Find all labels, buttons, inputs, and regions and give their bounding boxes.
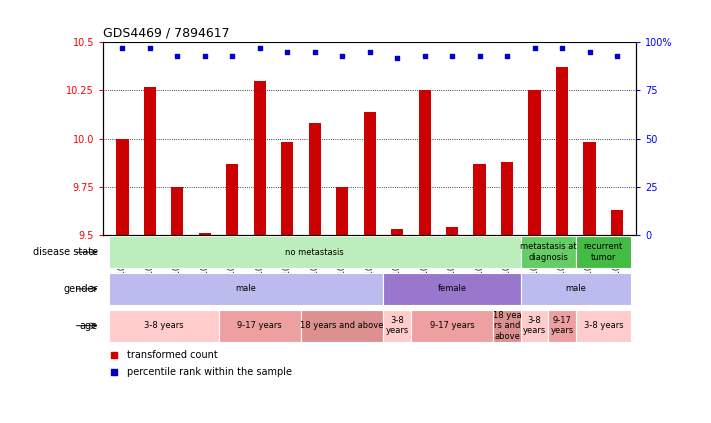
Bar bbox=[383, 273, 521, 305]
Text: 3-8
years: 3-8 years bbox=[385, 316, 409, 335]
Text: GDS4469 / 7894617: GDS4469 / 7894617 bbox=[103, 27, 230, 40]
Bar bbox=[363, 112, 376, 235]
Bar bbox=[548, 310, 576, 342]
Bar bbox=[446, 227, 459, 235]
Bar bbox=[556, 67, 568, 235]
Bar bbox=[584, 143, 596, 235]
Bar bbox=[109, 310, 218, 342]
Point bbox=[501, 52, 513, 59]
Text: disease state: disease state bbox=[33, 247, 98, 257]
Text: gender: gender bbox=[63, 284, 98, 294]
Point bbox=[144, 45, 156, 52]
Bar bbox=[419, 91, 431, 235]
Point bbox=[117, 45, 128, 52]
Point bbox=[584, 49, 595, 55]
Text: female: female bbox=[437, 284, 466, 294]
Bar bbox=[254, 81, 266, 235]
Point bbox=[392, 54, 403, 61]
Bar bbox=[109, 236, 521, 268]
Bar bbox=[144, 87, 156, 235]
Bar bbox=[336, 187, 348, 235]
Bar bbox=[528, 91, 541, 235]
Text: metastasis at
diagnosis: metastasis at diagnosis bbox=[520, 242, 577, 262]
Bar bbox=[116, 138, 129, 235]
Point bbox=[611, 52, 623, 59]
Text: 9-17 years: 9-17 years bbox=[237, 321, 282, 330]
Point bbox=[108, 351, 119, 358]
Text: 3-8 years: 3-8 years bbox=[144, 321, 183, 330]
Bar bbox=[576, 236, 631, 268]
Bar bbox=[576, 310, 631, 342]
Text: male: male bbox=[235, 284, 257, 294]
Bar bbox=[171, 187, 183, 235]
Point bbox=[419, 52, 430, 59]
Bar bbox=[521, 236, 576, 268]
Point bbox=[557, 45, 568, 52]
Text: transformed count: transformed count bbox=[127, 350, 218, 360]
Point bbox=[282, 49, 293, 55]
Bar bbox=[309, 123, 321, 235]
Point bbox=[227, 52, 238, 59]
Point bbox=[447, 52, 458, 59]
Point bbox=[171, 52, 183, 59]
Bar bbox=[521, 273, 631, 305]
Bar bbox=[493, 310, 521, 342]
Text: percentile rank within the sample: percentile rank within the sample bbox=[127, 367, 292, 377]
Bar bbox=[521, 310, 548, 342]
Text: age: age bbox=[80, 321, 98, 331]
Bar bbox=[611, 210, 624, 235]
Bar bbox=[218, 310, 301, 342]
Bar bbox=[391, 229, 403, 235]
Bar bbox=[383, 310, 411, 342]
Text: 3-8 years: 3-8 years bbox=[584, 321, 623, 330]
Text: no metastasis: no metastasis bbox=[285, 247, 344, 257]
Text: 9-17 years: 9-17 years bbox=[430, 321, 474, 330]
Point bbox=[108, 368, 119, 375]
Text: 3-8
years: 3-8 years bbox=[523, 316, 546, 335]
Point bbox=[474, 52, 486, 59]
Bar bbox=[281, 143, 294, 235]
Text: recurrent
tumor: recurrent tumor bbox=[584, 242, 623, 262]
Point bbox=[529, 45, 540, 52]
Point bbox=[254, 45, 265, 52]
Point bbox=[199, 52, 210, 59]
Text: 18 yea
rs and
above: 18 yea rs and above bbox=[493, 311, 521, 341]
Point bbox=[364, 49, 375, 55]
Point bbox=[336, 52, 348, 59]
Bar bbox=[109, 273, 383, 305]
Text: 9-17
years: 9-17 years bbox=[550, 316, 574, 335]
Point bbox=[309, 49, 321, 55]
Bar bbox=[474, 164, 486, 235]
Text: 18 years and above: 18 years and above bbox=[301, 321, 384, 330]
Bar bbox=[226, 164, 238, 235]
Bar bbox=[198, 233, 211, 235]
Text: male: male bbox=[565, 284, 587, 294]
Bar bbox=[301, 310, 383, 342]
Bar bbox=[411, 310, 493, 342]
Bar bbox=[501, 162, 513, 235]
